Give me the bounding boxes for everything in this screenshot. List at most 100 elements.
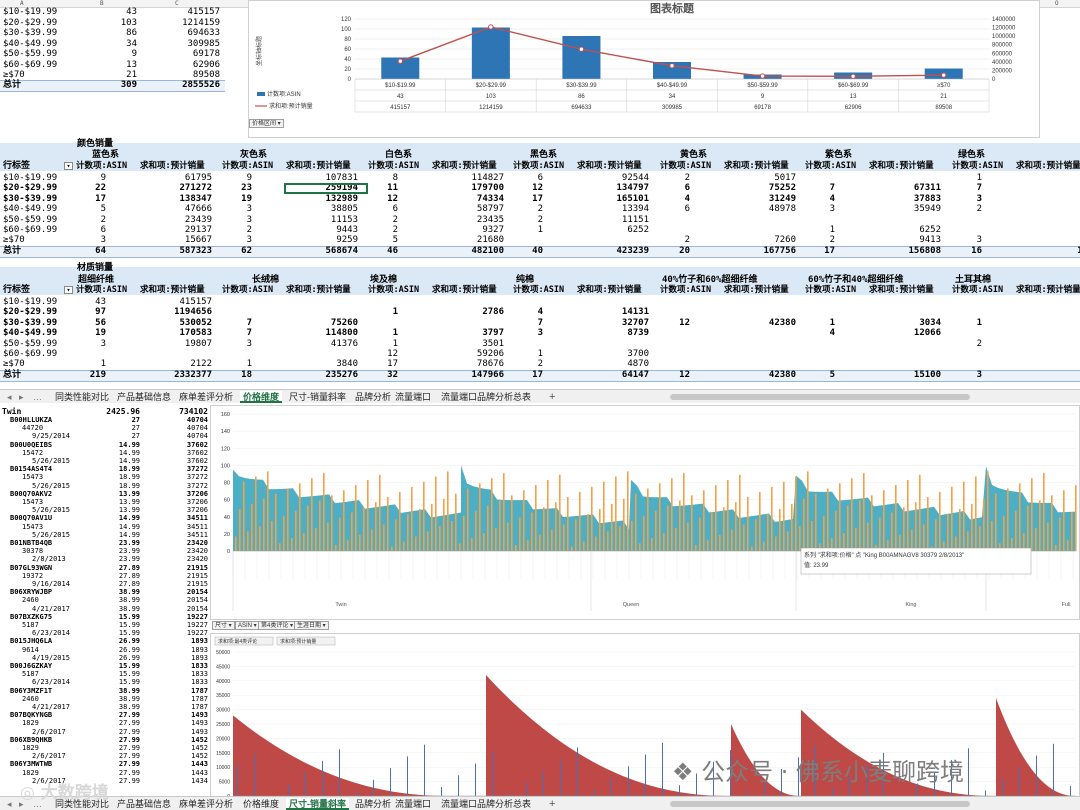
tree-item-label[interactable]: 2460 [22,694,39,703]
tree-item-label[interactable]: 15473 [22,522,44,531]
tree-item-label[interactable]: 9/25/2014 [32,432,70,441]
price-area-chart[interactable]: 160 140 120 100 80 60 40 20 0 Twin Queen King Full 系列… [210,405,1080,620]
tree-item-label[interactable]: 2/6/2017 [32,727,66,736]
tree-item-label[interactable]: 19372 [22,571,44,580]
tree-item-label[interactable]: 1829 [22,768,39,777]
tree-item-label[interactable]: 9/16/2014 [32,580,70,588]
tree-item-label[interactable]: 15473 [22,473,44,482]
sheet-tab[interactable]: 价格维度 [240,391,283,403]
tree-item-label[interactable]: 5187 [22,670,39,679]
tab-nav-next[interactable]: ▸ [19,392,24,402]
tree-item-label[interactable]: 15472 [22,448,44,457]
tree-item-label[interactable]: 4/19/2015 [32,653,70,662]
tree-item-label[interactable]: B06Y3MZF1T [10,686,53,695]
tree-item-label[interactable]: 5187 [22,621,39,629]
filter-dropdown-button[interactable]: ▾ [64,286,73,294]
tree-item-label[interactable]: B00Q70AKV2 [10,489,53,498]
tree-item-label[interactable]: 6/23/2014 [32,629,70,638]
tree-item-label[interactable]: 5/26/2015 [32,481,70,490]
sheet-tab[interactable]: 尺寸-销量斜率 [286,798,349,810]
sales-data-label: 89508 [935,105,952,111]
tree-item-label[interactable]: B01NBTB4QB [10,539,53,547]
add-sheet-button[interactable]: + [549,798,556,810]
filter-button[interactable]: 尺寸 ▾ [212,621,235,630]
sheet-tab[interactable]: 流量端口 [395,799,432,809]
tree-item-label[interactable]: 2460 [22,596,39,605]
tree-item-label[interactable]: B00HLLUKZA [10,416,53,424]
column-header-C[interactable]: C [175,0,179,7]
pivot-col-header: 求和项:预计销量 [1016,161,1080,171]
tree-item-label[interactable]: B06XB9QHKB [10,735,53,744]
column-header-O[interactable]: O [1055,0,1059,7]
horizontal-scrollbar[interactable] [670,394,970,400]
pivot-col-header: 计数项:ASIN [513,285,565,295]
tree-item-label[interactable]: 5/26/2015 [32,530,70,539]
sheet-tab[interactable]: 品牌分析 [355,392,392,402]
tree-item-label[interactable]: B06XRYWJBP [10,588,53,597]
sheet-tab[interactable]: 庥单差评分析 [179,799,234,809]
tree-item-label[interactable]: 15473 [22,498,44,506]
column-header-B[interactable]: B [100,0,104,7]
tree-item-label[interactable]: B00Q70AV1U [10,514,53,523]
tab-nav-more[interactable]: … [33,799,42,809]
tree-item-label[interactable]: B00J6GZKAY [10,662,53,670]
sheet-tab[interactable]: 同类性能对比 [55,799,110,809]
column-header-A[interactable]: A [20,0,24,7]
sheet-tab[interactable]: 同类性能对比 [55,392,110,402]
price-range-field-button[interactable]: 价格区间 ▾ [249,119,284,128]
tree-item-label[interactable]: B00U0QEIBS [10,440,53,449]
selected-cell[interactable] [284,183,368,194]
tree-item-label[interactable]: 6/23/2014 [32,678,70,687]
tree-item-label[interactable]: B07GL93WGN [10,563,53,572]
tree-item-label[interactable]: 1829 [22,719,39,728]
pivot-group-header: 40%竹子和60%超细纤维 [662,275,758,285]
count-data-label: 13 [850,94,857,100]
sheet-tab[interactable]: 流量端口品牌分析 [441,799,514,809]
tree-item-label[interactable]: B07BXZKG75 [10,612,53,621]
tree-item-label[interactable]: B015JHQ6LA [10,637,53,646]
tree-item-label[interactable]: 9614 [22,645,39,654]
tree-item-label[interactable]: B0154AS4T4 [10,465,53,474]
tree-item-label[interactable]: 1829 [22,744,39,752]
horizontal-scrollbar[interactable] [670,801,970,807]
tab-nav-first[interactable]: ◂ [7,799,12,809]
tree-item-label[interactable]: 5/26/2015 [32,506,70,515]
tree-item-label[interactable]: B06Y3MWTWB [10,760,53,769]
tree-item-label[interactable]: 30378 [22,547,44,556]
tree-root-label[interactable]: Twin [2,407,22,416]
sheet-tab[interactable]: 流量端口品牌分析 [441,392,514,402]
sheet-tab[interactable]: 尺寸-销量斜率 [289,392,346,402]
filter-button[interactable]: 第4类评论 ▾ [258,621,297,630]
tree-item-label[interactable]: 4/21/2017 [32,703,70,711]
combo-chart[interactable]: 图表标题 坐标轴标题 120 100 80 60 40 20 0 1400000 1200000 10… [248,0,1040,138]
sheet-tab[interactable]: 品牌分析 [355,799,392,809]
sheet-tab[interactable]: 价格维度 [243,799,280,809]
filter-button[interactable]: 生涯日期 ▾ [294,621,329,630]
sales-bar [1015,510,1017,551]
tree-item-label[interactable]: 44720 [22,424,44,433]
tab-nav-more[interactable]: … [33,392,42,402]
tree-item-label[interactable]: 4/21/2017 [32,604,70,613]
sales-area-chart[interactable]: 求和项:最4类评论 求和项:预计销量 50000 45000 40000 35000 300… [210,633,1080,800]
tree-item-label[interactable]: 5/26/2015 [32,457,70,465]
tab-nav-first[interactable]: ◂ [7,392,12,402]
sales-bar [439,526,441,551]
pivot-col-header: 求和项:预计销量 [432,285,497,295]
tree-item-label[interactable]: 2/6/2017 [32,752,66,761]
tree-item-label[interactable]: 2/8/2013 [32,555,66,564]
filter-dropdown-button[interactable]: ▾ [64,162,73,170]
sales-bar [395,519,397,551]
sheet-tab[interactable]: 流量端口 [395,392,432,402]
pivot-value: 12 [387,349,398,359]
sheet-tab[interactable]: 总表 [513,799,532,809]
tab-nav-next[interactable]: ▸ [19,799,24,809]
sheet-tab[interactable]: 总表 [513,392,532,402]
sheet-tab[interactable]: 产品基础信息 [117,392,172,402]
sheet-tab[interactable]: 产品基础信息 [117,799,172,809]
filter-button[interactable]: ASIN ▾ [235,621,260,630]
sheet-tab[interactable]: 庥单差评分析 [179,392,234,402]
sales-data-label: 415157 [390,105,411,111]
tree-item-label[interactable]: 2/6/2017 [32,776,66,785]
tree-item-label[interactable]: B07BQKYNGB [10,711,53,720]
add-sheet-button[interactable]: + [549,391,556,403]
